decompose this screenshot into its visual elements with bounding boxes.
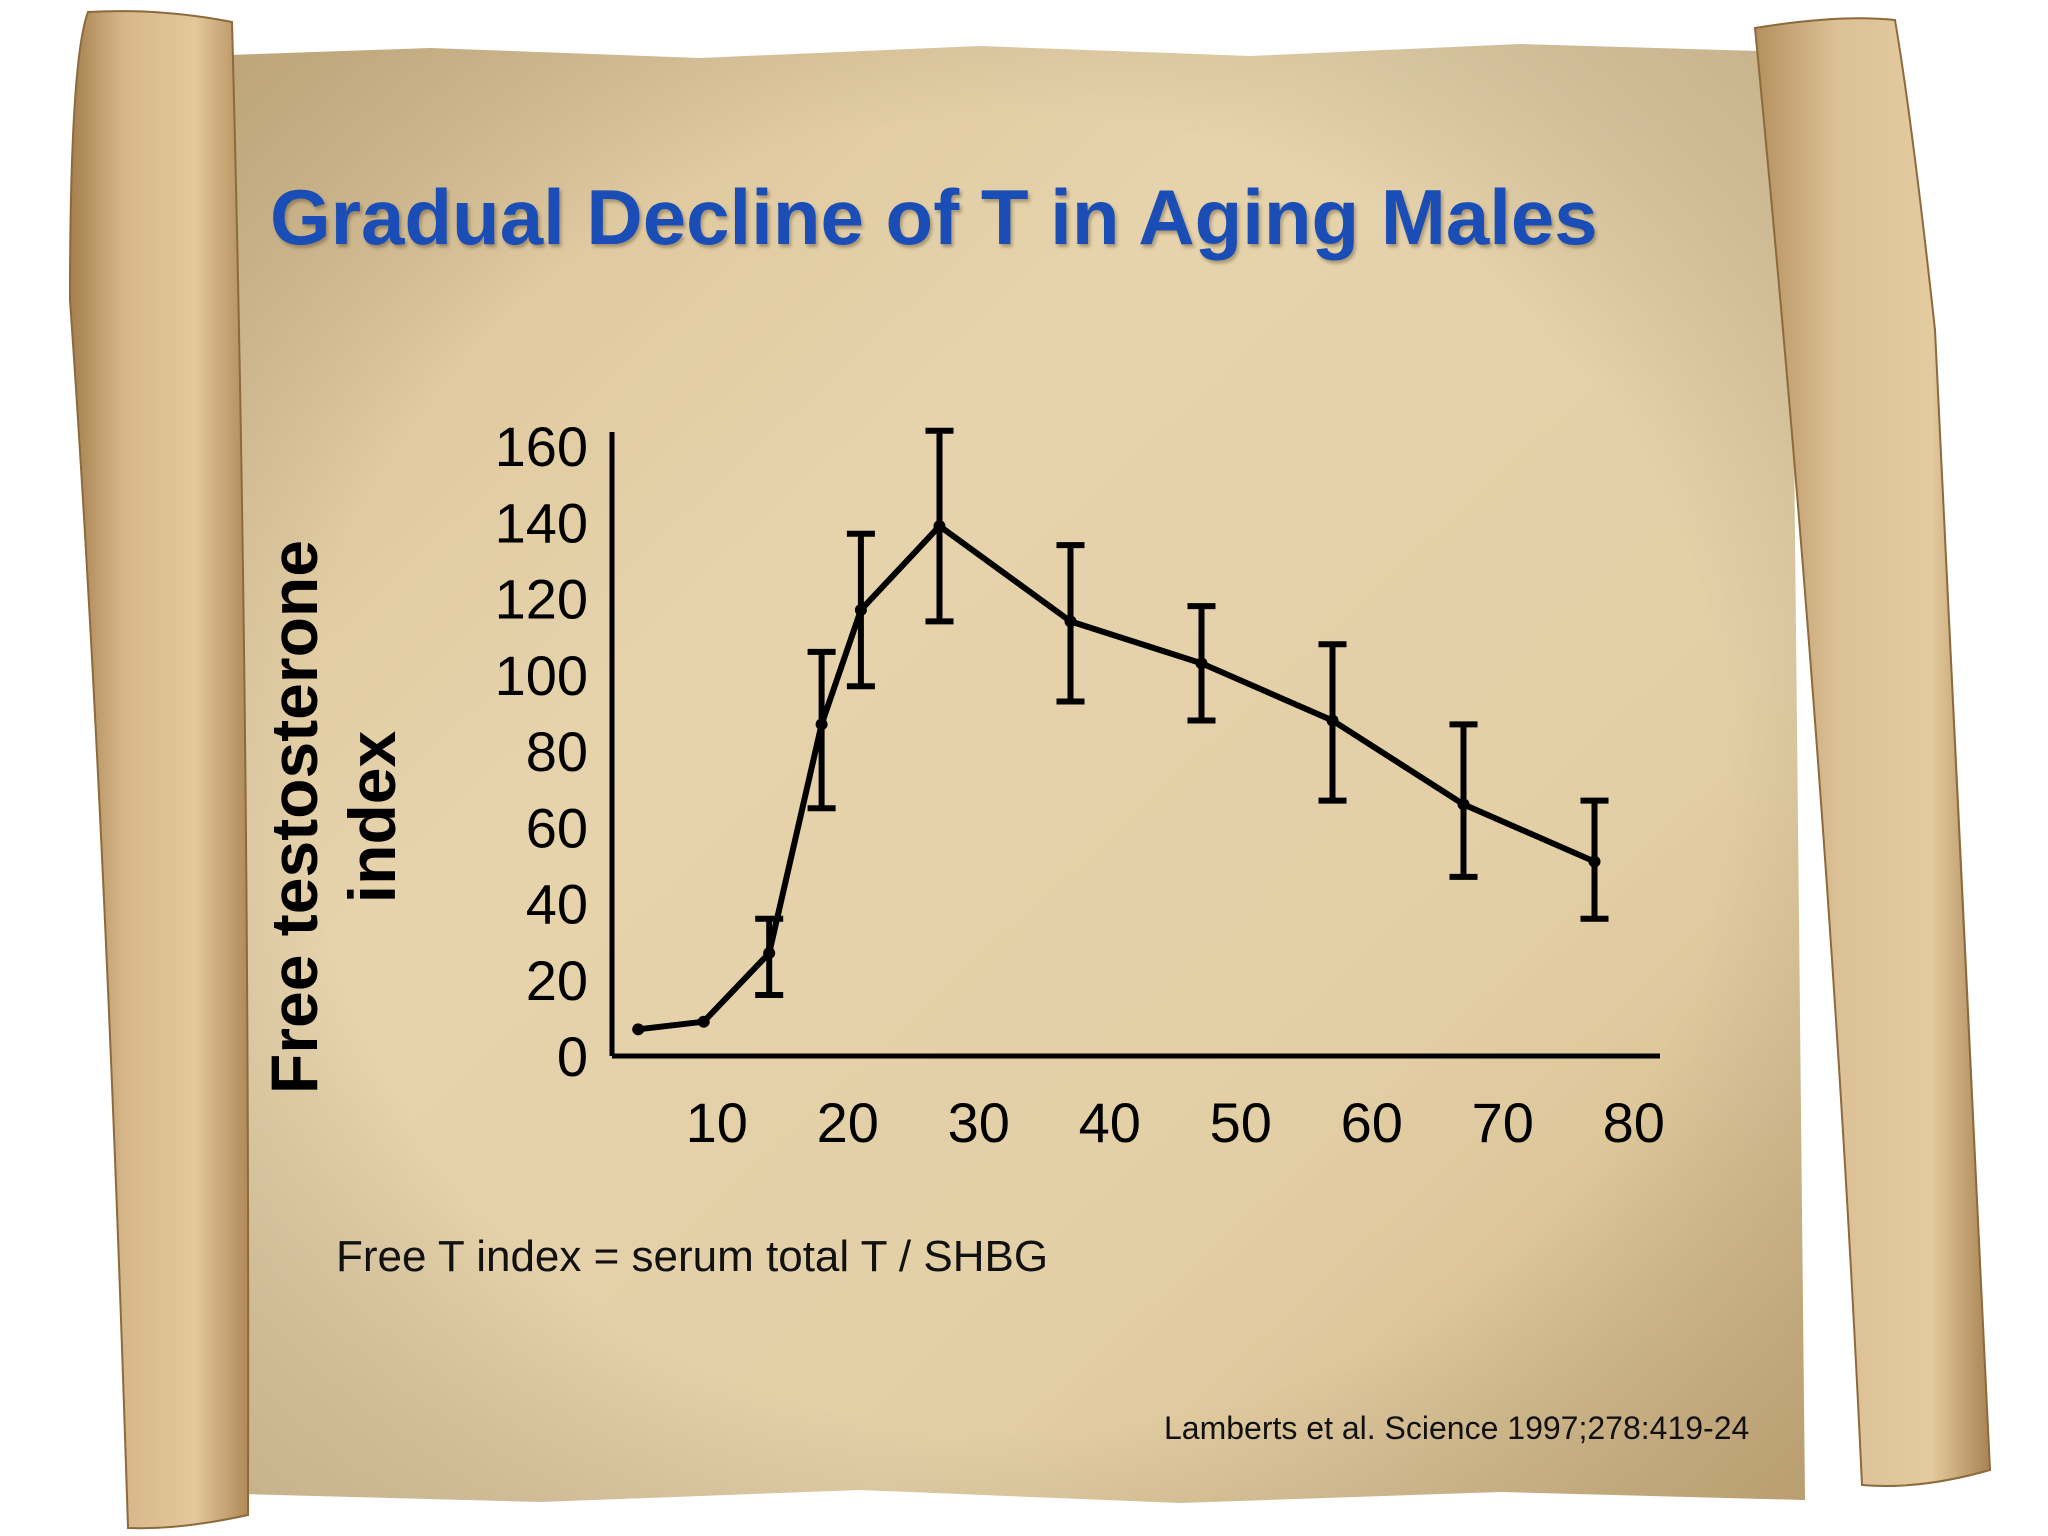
data-point <box>697 1015 710 1028</box>
y-tick-label: 140 <box>495 491 588 554</box>
x-tick-label: 70 <box>1472 1091 1534 1154</box>
y-tick-label: 20 <box>526 949 588 1012</box>
scroll-roll-left <box>68 10 250 1530</box>
data-point <box>632 1023 645 1036</box>
y-tick-label: 80 <box>526 720 588 783</box>
y-tick-label: 40 <box>526 873 588 936</box>
slide-title: Gradual Decline of T in Aging Males <box>270 173 1598 261</box>
data-point <box>815 718 828 731</box>
scroll-roll-right <box>1753 17 1992 1487</box>
data-point <box>1064 615 1077 628</box>
x-tick-label: 40 <box>1079 1091 1141 1154</box>
y-tick-label: 60 <box>526 796 588 859</box>
x-tick-label: 10 <box>686 1091 748 1154</box>
data-point <box>1195 657 1208 670</box>
free-testosterone-chart: 0 20 40 60 80 100 120 140 160 10 20 30 40 50 60 70 80 <box>495 415 1665 1154</box>
y-tick-label: 160 <box>495 415 588 478</box>
y-tick-label: 0 <box>557 1025 588 1088</box>
data-point <box>1457 798 1470 811</box>
data-point <box>933 520 946 533</box>
citation: Lamberts et al. Science 1997;278:419-24 <box>1164 1410 1750 1446</box>
x-tick-label: 20 <box>817 1091 879 1154</box>
data-point <box>1326 714 1339 727</box>
x-tick-label: 60 <box>1341 1091 1403 1154</box>
y-axis-label: Free testosterone index <box>257 540 409 1094</box>
formula-note: Free T index = serum total T / SHBG <box>336 1232 1049 1281</box>
data-point <box>854 603 867 616</box>
x-tick-label: 80 <box>1603 1091 1665 1154</box>
y-tick-label: 120 <box>495 568 588 631</box>
y-tick-label: 100 <box>495 644 588 707</box>
x-tick-label: 30 <box>948 1091 1010 1154</box>
x-tick-label: 50 <box>1210 1091 1272 1154</box>
data-point <box>763 947 776 960</box>
data-point <box>1588 855 1601 868</box>
